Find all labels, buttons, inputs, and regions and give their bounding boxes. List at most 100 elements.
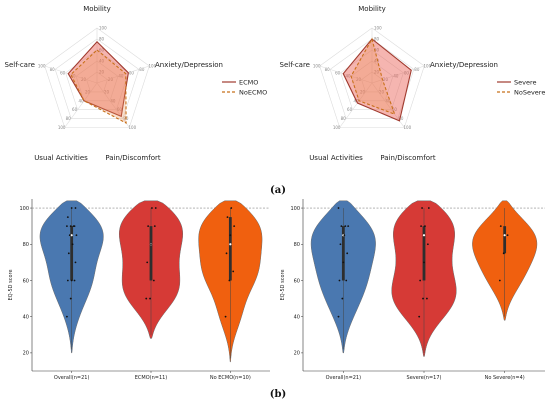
radar-tick-label: 100 [148,64,156,69]
radar-grid-ring [319,27,425,128]
data-point [420,225,422,228]
radar-tick-label: 40 [393,74,399,79]
radar-axis-label: Mobility [358,5,386,13]
radar-series-ecmo [67,40,129,118]
y-tick-label: 40 [294,314,300,320]
violin-median [229,243,232,246]
data-point [337,315,340,318]
data-point [151,207,153,209]
y-axis-label: EQ-5D score [280,269,286,300]
radar-tick-label: 60 [374,48,380,53]
radar-tick-label: 60 [60,70,66,75]
data-point [424,225,426,228]
data-point [337,207,340,209]
violin-median [503,234,506,237]
panel-label-a: (a) [270,185,286,196]
data-point [70,207,73,209]
radar-axis-label: Anxiety/Depression [430,61,498,69]
radar-tick-label: 40 [346,74,352,79]
radar-grid-ring [65,49,129,110]
data-point [154,207,157,209]
data-point [502,252,505,255]
y-tick-label: 20 [294,351,300,357]
violin-box [503,226,507,254]
radar-spoke [319,65,373,84]
legend-label: NoECMO [239,88,267,96]
radar-tick-label: 100 [313,64,321,69]
data-point [74,207,77,209]
data-point [224,315,227,318]
data-point [426,297,428,300]
legend-label: NoSevere [514,88,545,96]
radar-tick-label: 20 [104,89,110,94]
radar-spoke [64,82,98,128]
data-point [341,297,344,300]
data-point [66,315,68,318]
radar-series-nosevere [350,37,396,116]
radar-tick-label: 60 [392,107,398,112]
violin-box [149,226,153,281]
violin-median [422,234,426,237]
y-tick-label: 80 [294,242,300,248]
radar-tick-label: 80 [398,116,404,121]
radar-tick-label: 40 [99,59,105,64]
data-point [426,243,429,246]
y-axis-label: EQ-5D score [8,269,14,300]
violin-box [341,226,345,281]
radar-tick-label: 20 [81,77,87,82]
data-point [338,279,341,282]
radar-axis-label: Anxiety/Depression [155,61,223,69]
violin-chart-1: 20 40 60 80 100 EQ-5D score Overall(n=21) ECMO(… [8,199,270,381]
x-tick-label: Overall(n=21) [326,375,362,381]
data-point [69,297,72,300]
radar-tick-label: 20 [99,70,105,75]
data-point [340,225,343,228]
radar-tick-label: 100 [374,26,382,31]
legend: Severe NoSevere [497,78,545,96]
radar-tick-label: 100 [129,125,137,130]
radar-tick-label: 40 [385,98,391,103]
radar-axis-label: Self-care [280,61,310,69]
radar-tick-label: 60 [99,48,105,53]
data-point [228,279,231,282]
data-point [145,297,148,300]
radar-tick-label: 80 [374,37,380,42]
y-tick-label: 80 [23,242,29,248]
x-tick-label: No ECMO(n=10) [210,375,251,381]
data-point [66,279,69,282]
radar-tick-label: 40 [110,98,116,103]
data-point [74,261,77,264]
radar-tick-label: 80 [341,116,347,121]
x-tick-label: No Severe(n=4) [485,375,525,381]
y-tick-label: 100 [19,206,29,212]
data-point [418,315,421,318]
violin-box [422,226,426,281]
data-point [421,207,423,209]
radar-axis-label: Usual Activities [309,154,363,162]
data-point [75,234,78,237]
legend: ECMO NoECMO [222,78,267,96]
data-point [339,243,342,246]
radar-axis-label: Self-care [5,61,35,69]
radar-tick-label: 100 [333,125,341,130]
x-tick-label: ECMO(n=11) [135,375,168,381]
data-point [347,225,350,228]
radar-tick-label: 80 [414,67,420,72]
data-point [66,216,69,219]
data-point [419,279,422,282]
radar-tick-label: 20 [108,77,114,82]
data-point [69,225,72,228]
violin-box [228,217,232,281]
data-point [233,225,236,228]
radar-tick-label: 80 [139,67,145,72]
radar-tick-label: 60 [129,70,135,75]
radar-tick-label: 80 [66,116,72,121]
radar-spoke [371,65,425,84]
radar-axis-label: Pain/Discomfort [380,154,435,162]
violin-median [70,234,73,237]
radar-tick-label: 20 [356,77,362,82]
data-point [342,261,345,264]
radar-tick-label: 20 [379,89,385,94]
data-point [345,279,348,282]
data-point [150,243,152,246]
